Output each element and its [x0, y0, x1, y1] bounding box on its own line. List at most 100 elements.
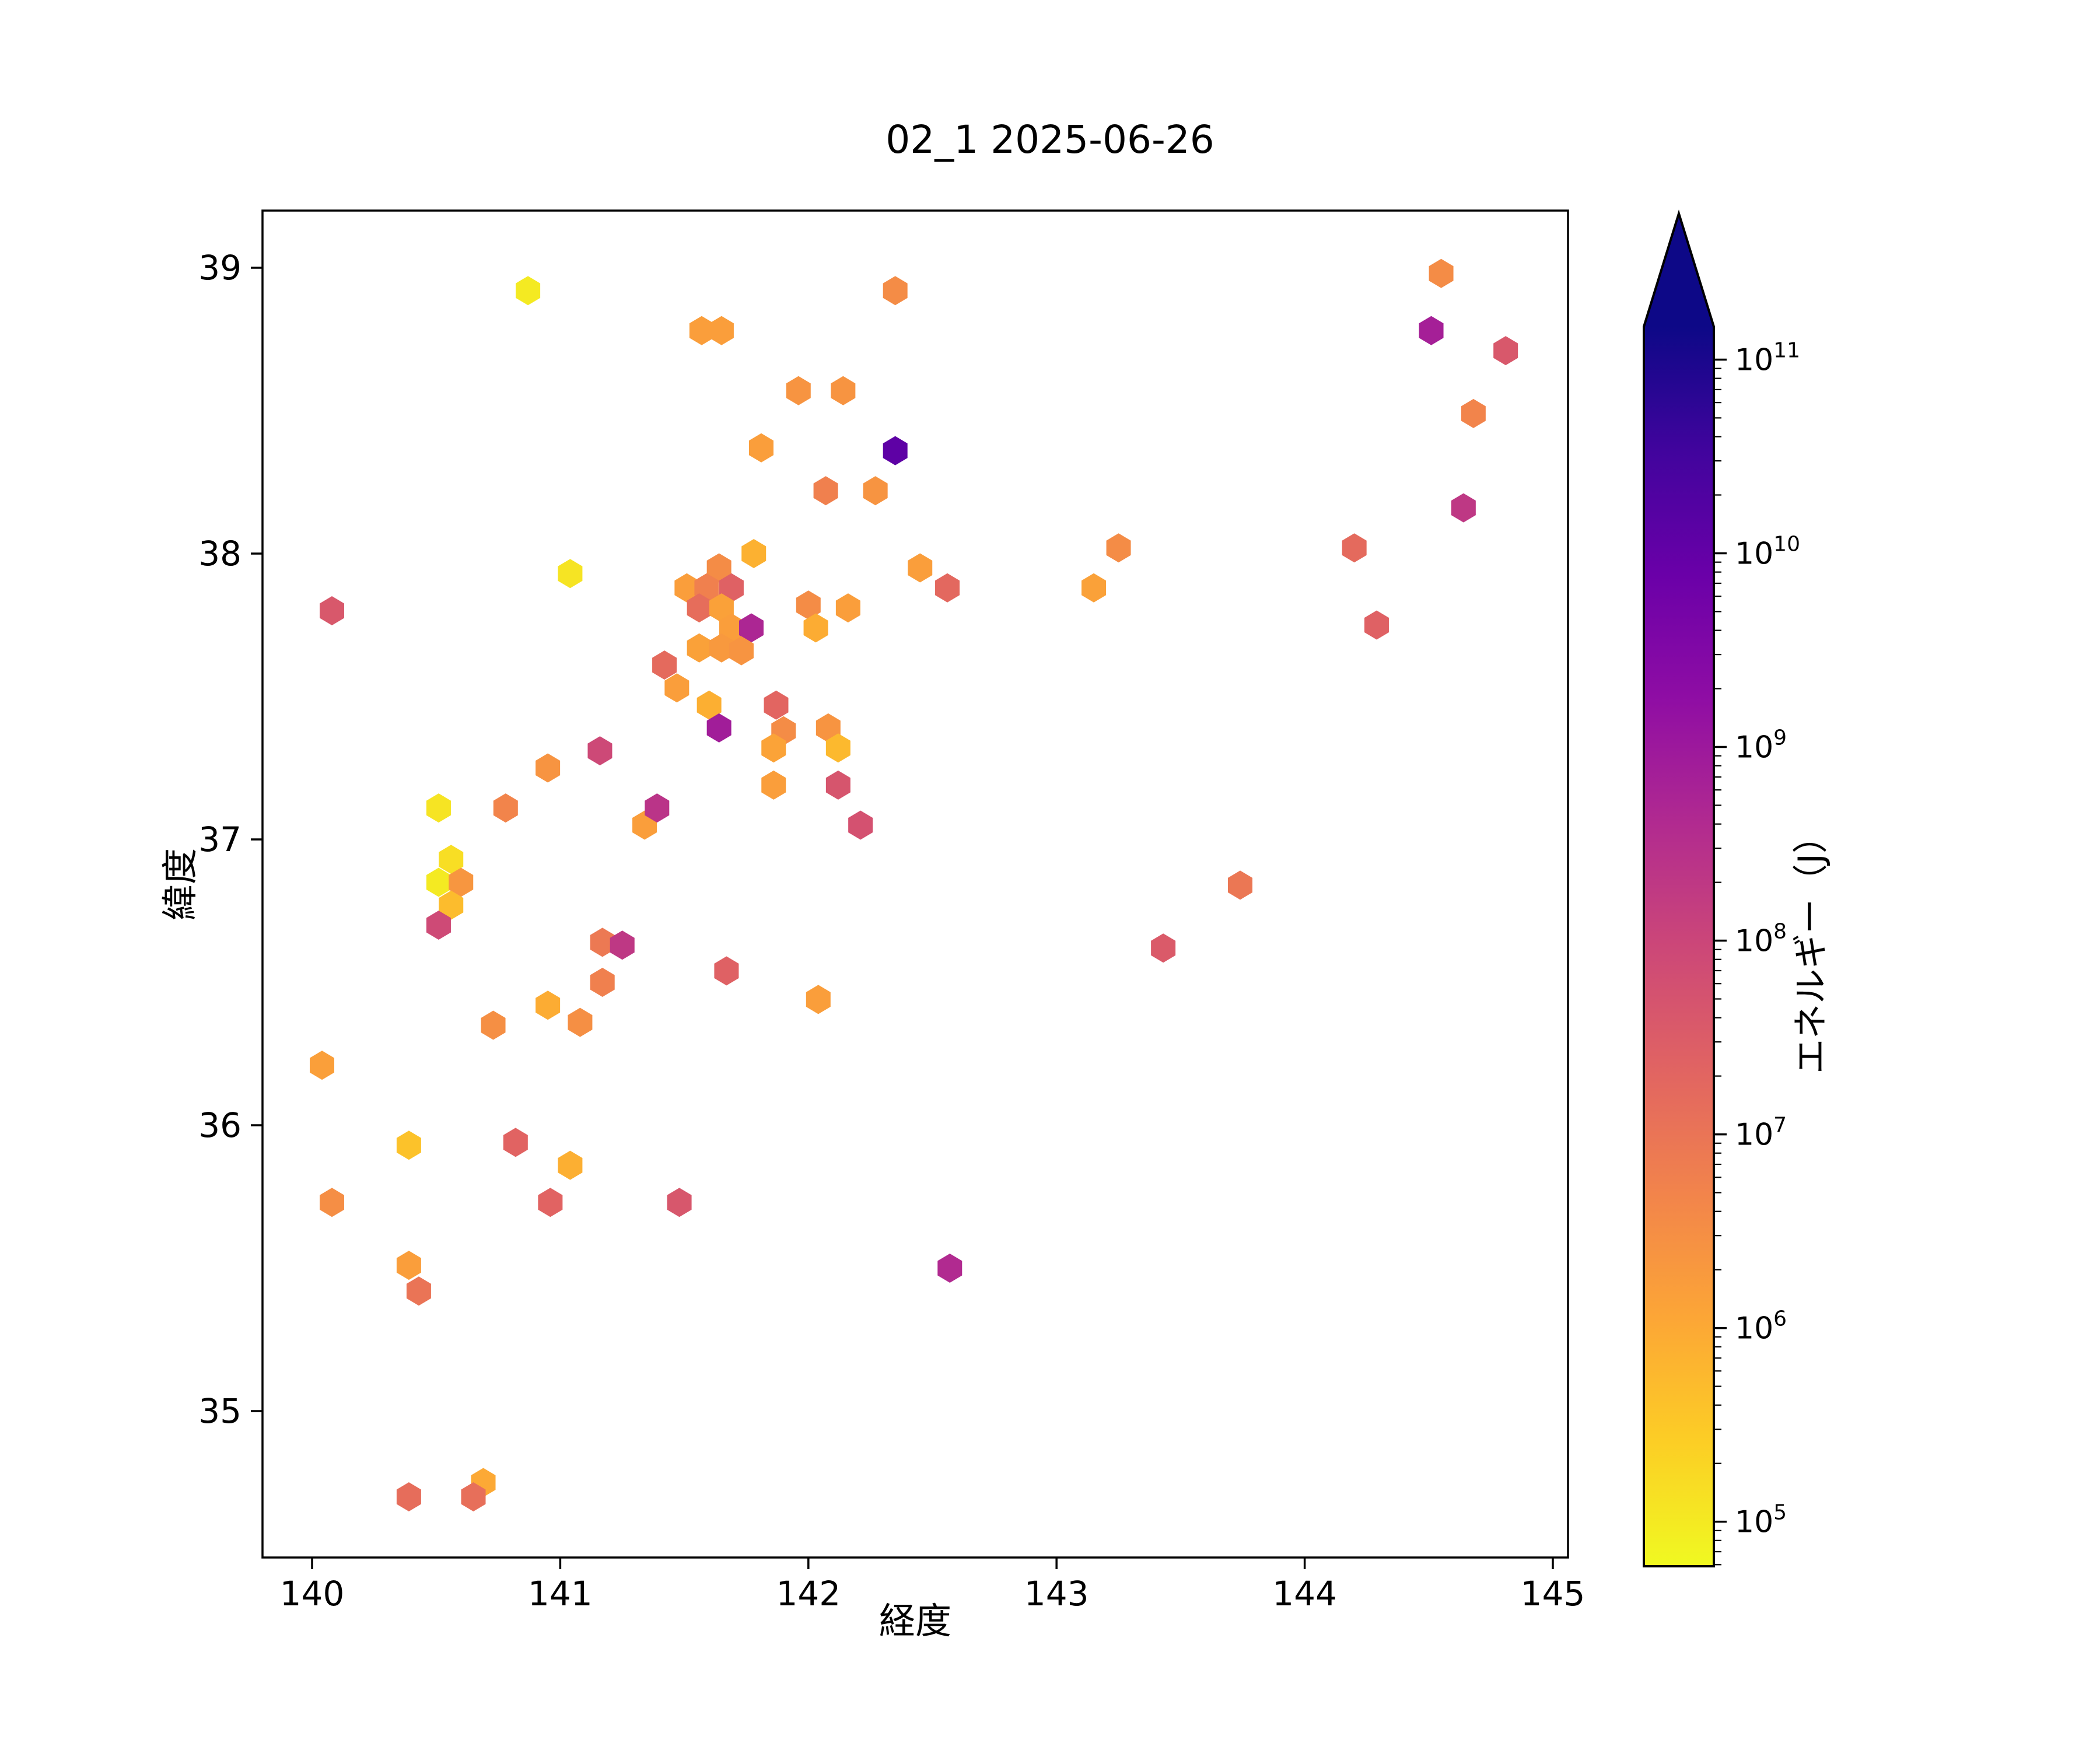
data-point-hexagon	[848, 810, 873, 840]
y-axis-label: 緯度	[159, 848, 201, 921]
data-point-hexagon	[449, 867, 474, 897]
data-point-hexagon	[664, 673, 690, 703]
colorbar-tick-label: 106	[1735, 1307, 1787, 1346]
data-point-hexagon	[714, 956, 739, 986]
x-axis-label: 経度	[879, 1600, 951, 1642]
data-point-hexagon	[908, 553, 933, 583]
data-point-hexagon	[813, 476, 838, 506]
colorbar-tick-label: 105	[1735, 1501, 1787, 1540]
y-tick-label: 37	[198, 820, 242, 859]
data-point-hexagon	[687, 633, 712, 663]
x-tick-label: 142	[776, 1574, 841, 1614]
data-point-hexagon	[568, 1007, 593, 1037]
data-point-hexagon	[516, 276, 541, 306]
data-point-hexagon	[689, 316, 714, 345]
data-point-hexagon	[687, 593, 712, 623]
y-tick-label: 35	[198, 1391, 242, 1431]
colorbar-outline	[1643, 209, 1715, 1567]
data-point-hexagon	[667, 1188, 692, 1217]
data-point-hexagon	[696, 690, 722, 720]
data-point-hexagon	[1364, 610, 1389, 640]
colorbar-tick-label: 1011	[1735, 338, 1800, 377]
colorbar-label: エネルギー（J）	[1791, 818, 1832, 1074]
data-point-hexagon	[706, 553, 732, 583]
data-point-hexagon	[816, 713, 841, 743]
data-point-hexagon	[396, 1482, 421, 1511]
data-point-hexagon	[831, 376, 856, 405]
data-point-hexagon	[796, 590, 821, 620]
data-point-hexagon	[538, 1188, 563, 1217]
data-point-hexagon	[590, 928, 615, 957]
data-point-hexagon	[1151, 933, 1176, 963]
data-point-hexagon	[706, 713, 732, 743]
data-point-hexagon	[439, 890, 464, 920]
data-point-hexagon	[748, 433, 774, 463]
colorbar-gradient-bar	[1644, 327, 1714, 1566]
y-tick-label: 39	[198, 248, 242, 288]
data-point-hexagon	[558, 1150, 583, 1180]
data-point-hexagon	[652, 650, 677, 680]
data-point-hexagon	[1493, 336, 1518, 366]
data-point-hexagon	[320, 596, 345, 625]
data-point-hexagon	[1419, 316, 1444, 345]
colorbar-tick-label: 108	[1735, 920, 1787, 959]
data-point-hexagon	[883, 276, 908, 306]
data-point-hexagon	[493, 793, 518, 823]
data-point-hexagon	[803, 613, 828, 643]
data-point-hexagon	[426, 867, 451, 897]
data-point-hexagon	[709, 593, 734, 623]
data-point-hexagon	[426, 911, 451, 940]
data-point-hexagon	[1227, 870, 1252, 900]
x-tick-label: 145	[1521, 1574, 1586, 1614]
data-point-hexagon	[645, 793, 670, 823]
data-point-hexagon	[761, 770, 786, 800]
colorbar-ticks: 105 106 107 108 109 1010 1011	[1714, 338, 1800, 1566]
data-point-hexagon	[610, 930, 635, 960]
data-point-hexagon	[310, 1051, 335, 1080]
data-point-hexagon	[1106, 533, 1131, 563]
data-point-hexagon	[1082, 573, 1107, 603]
plot-frame	[261, 209, 1569, 1559]
data-point-hexagon	[937, 1254, 963, 1283]
data-point-hexagon	[439, 845, 464, 874]
data-point-hexagon	[806, 985, 831, 1014]
data-point-hexagon	[729, 636, 754, 666]
data-point-hexagon	[719, 573, 744, 603]
data-point-hexagon	[709, 633, 734, 663]
data-point-hexagon	[536, 753, 561, 783]
data-point-hexagon	[741, 539, 766, 568]
data-point-hexagon	[674, 573, 699, 603]
data-point-hexagon	[536, 991, 561, 1020]
data-point-hexagon	[786, 376, 811, 405]
data-point-hexagon	[825, 770, 850, 800]
data-point-hexagon	[503, 1128, 528, 1157]
x-tick-label: 141	[528, 1574, 593, 1614]
x-tick-label: 140	[280, 1574, 345, 1614]
x-axis-ticks: 140 141 142 143 144 145	[280, 1558, 1586, 1614]
data-point-hexagon	[1429, 258, 1454, 288]
chart-title: 02_1 2025-06-26	[886, 117, 1214, 162]
data-point-hexagon	[1461, 398, 1486, 428]
data-point-hexagon	[719, 613, 744, 643]
data-point-hexagon	[461, 1482, 486, 1511]
data-point-hexagon	[396, 1130, 421, 1160]
data-point-hexagon	[883, 436, 908, 466]
data-point-hexagon	[1342, 533, 1367, 563]
colorbar-tick-label: 109	[1735, 726, 1787, 765]
x-tick-label: 144	[1272, 1574, 1337, 1614]
colorbar-tick-label: 107	[1735, 1114, 1787, 1153]
data-point-hexagon	[761, 733, 786, 763]
data-point-hexagon	[590, 968, 615, 997]
data-point-hexagon	[764, 690, 789, 720]
data-points-layer	[310, 258, 1518, 1511]
data-point-hexagon	[709, 316, 734, 345]
data-point-hexagon	[426, 793, 451, 823]
data-point-hexagon	[738, 613, 764, 643]
colorbar-extend-arrow-icon	[1644, 214, 1714, 327]
y-tick-label: 38	[198, 534, 242, 573]
data-point-hexagon	[587, 736, 612, 766]
y-axis-ticks: 35 36 37 38 39	[198, 248, 262, 1431]
colorbar: 105 106 107 108 109 1010 1011	[1643, 209, 1800, 1567]
data-point-hexagon	[396, 1251, 421, 1280]
